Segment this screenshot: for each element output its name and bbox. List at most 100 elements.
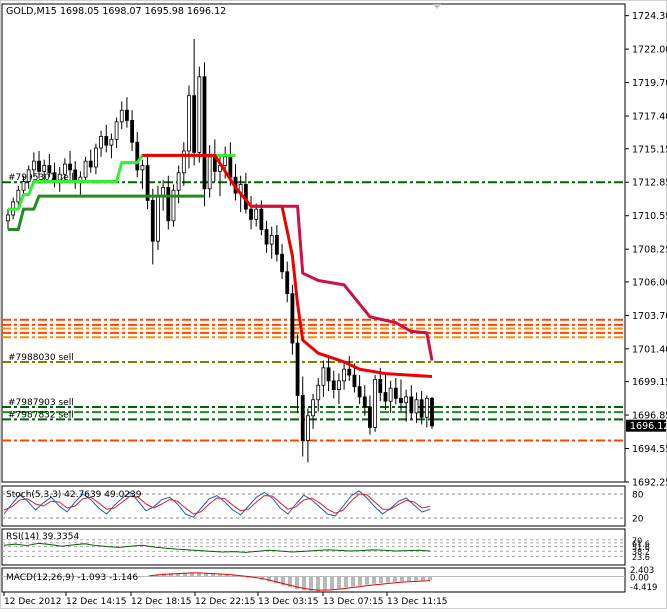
price-tick-label: 1719.70: [632, 78, 667, 89]
candle-body: [378, 379, 383, 393]
price-tick-label: 1710.55: [632, 211, 667, 222]
macd-title: MACD(12,26,9) -1.093 -1.146: [6, 573, 138, 583]
stochastic-pane[interactable]: [1, 485, 626, 527]
macd-bar: [162, 573, 166, 577]
rsi-level-label: 51.6: [632, 543, 650, 552]
macd-bar: [169, 573, 173, 577]
candle-body: [145, 165, 150, 201]
candle-body: [47, 165, 52, 174]
candle-body: [352, 374, 357, 388]
time-axis-label: 12 Dec 22:15: [195, 597, 256, 607]
candle-body: [295, 342, 300, 396]
stoch-title: Stoch(5,3,3) 42.7639 49.0239: [6, 490, 142, 500]
macd-bar: [302, 576, 306, 591]
rsi-level-label: 70: [632, 536, 642, 545]
macd-bar: [358, 576, 362, 586]
macd-bar: [176, 572, 180, 577]
candle-body: [321, 367, 326, 386]
rsi-level-label: 38.2: [632, 548, 650, 557]
rsi-title: RSI(14) 39.3354: [6, 532, 79, 542]
candle-body: [73, 169, 78, 182]
current-price-label: 1696.12: [630, 421, 667, 432]
candle-body: [228, 156, 233, 178]
scroll-marker-icon[interactable]: [433, 4, 441, 9]
symbol-label: GOLD,M15: [6, 6, 57, 17]
macd-bar: [211, 573, 215, 577]
order-line-label: #7995307 sell: [8, 173, 74, 183]
candle-body: [269, 234, 274, 245]
macd-bar: [414, 576, 418, 581]
order-line-label: #7987832 sell: [8, 410, 74, 420]
macd-bar: [204, 573, 208, 577]
macd-bar: [267, 576, 271, 582]
rsi-line: [3, 542, 431, 553]
stoch-line-1: [3, 493, 431, 515]
macd-bar: [197, 572, 201, 577]
candle-body: [290, 293, 295, 344]
candle-body: [140, 165, 145, 171]
price-tick-label: 1712.85: [632, 178, 667, 189]
candle-body: [52, 172, 57, 181]
macd-bar: [239, 576, 243, 578]
macd-bar: [309, 576, 313, 591]
candle-body: [388, 387, 393, 402]
time-axis-label: 12 Dec 2012: [4, 597, 62, 607]
stoch-level-label: 20: [632, 515, 644, 525]
macd-bar: [260, 576, 264, 580]
macd-bar: [407, 576, 411, 582]
candle-body: [181, 150, 186, 174]
candle-body: [280, 253, 284, 273]
order-line-label: #7987903 sell: [8, 398, 74, 408]
candle-body: [125, 109, 129, 121]
candle-body: [114, 121, 119, 140]
candle-body: [156, 195, 160, 242]
macd-bar: [344, 576, 348, 588]
macd-bar: [295, 576, 299, 590]
macd-bar: [183, 572, 187, 577]
candle-body: [383, 392, 388, 402]
candle-body: [42, 165, 47, 172]
macd-signal-line: [149, 572, 431, 591]
time-axis-label: 13 Dec 07:15: [323, 597, 384, 607]
price-pane[interactable]: [1, 3, 626, 483]
macd-bar: [323, 576, 327, 591]
macd-bar: [428, 576, 432, 581]
macd-tick-label: -4.419: [630, 583, 657, 593]
candle-body: [285, 271, 290, 294]
macd-pane[interactable]: [1, 567, 626, 593]
candle-body: [223, 156, 228, 166]
candle-body: [6, 214, 10, 222]
candle-body: [109, 138, 114, 146]
price-tick-label: 1715.15: [632, 144, 667, 155]
macd-bar: [274, 576, 278, 584]
current-price-box: [626, 419, 666, 432]
macd-bar: [393, 576, 397, 582]
price-tick-label: 1699.15: [632, 377, 667, 388]
candle-body: [171, 189, 176, 222]
candle-body: [176, 172, 181, 191]
rsi-pane[interactable]: [1, 528, 626, 566]
candle-body: [399, 397, 403, 404]
candle-body: [94, 147, 98, 168]
macd-bar: [351, 576, 355, 587]
candle-body: [404, 396, 409, 404]
price-tick-label: 1717.40: [632, 112, 667, 123]
macd-tick-label: 0.00: [630, 573, 649, 583]
candle-body: [414, 399, 419, 414]
time-axis-label: 12 Dec 14:15: [66, 597, 127, 607]
macd-bar: [288, 576, 292, 588]
macd-bar: [316, 576, 320, 592]
macd-bar: [337, 576, 341, 589]
candle-body: [424, 397, 429, 418]
macd-bar: [330, 576, 334, 590]
candle-body: [316, 384, 321, 401]
ohlc-label: 1698.05 1698.07 1695.98 1696.12: [60, 6, 226, 17]
price-tick-label: 1706.00: [632, 277, 667, 288]
candle-body: [362, 396, 367, 408]
macd-bar: [232, 575, 236, 577]
candle-body: [274, 234, 279, 255]
candle-body: [104, 136, 109, 146]
candle-body: [119, 109, 124, 123]
